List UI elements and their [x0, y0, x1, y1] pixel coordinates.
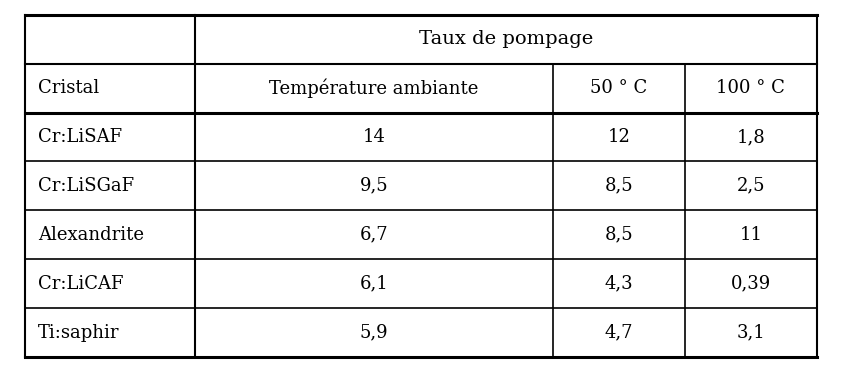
Text: Cristal: Cristal — [38, 79, 99, 97]
Text: 6,7: 6,7 — [360, 226, 388, 244]
Text: 11: 11 — [739, 226, 762, 244]
Text: 4,3: 4,3 — [605, 275, 633, 293]
Text: Alexandrite: Alexandrite — [38, 226, 144, 244]
Text: Cr:LiSGaF: Cr:LiSGaF — [38, 177, 134, 195]
Text: 12: 12 — [607, 128, 631, 146]
Text: 8,5: 8,5 — [605, 226, 633, 244]
Text: 4,7: 4,7 — [605, 323, 633, 342]
Text: Ti:saphir: Ti:saphir — [38, 323, 120, 342]
Text: Taux de pompage: Taux de pompage — [418, 30, 593, 48]
Text: 14: 14 — [362, 128, 386, 146]
Text: 5,9: 5,9 — [360, 323, 388, 342]
Text: 50 ° C: 50 ° C — [590, 79, 647, 97]
Text: Température ambiante: Température ambiante — [269, 78, 478, 98]
Text: Cr:LiCAF: Cr:LiCAF — [38, 275, 124, 293]
Text: 100 ° C: 100 ° C — [717, 79, 786, 97]
Text: Cr:LiSAF: Cr:LiSAF — [38, 128, 122, 146]
Text: 3,1: 3,1 — [737, 323, 765, 342]
Text: 6,1: 6,1 — [360, 275, 388, 293]
Text: 8,5: 8,5 — [605, 177, 633, 195]
Text: 1,8: 1,8 — [737, 128, 765, 146]
Text: 9,5: 9,5 — [360, 177, 388, 195]
Text: 0,39: 0,39 — [731, 275, 771, 293]
Text: 2,5: 2,5 — [737, 177, 765, 195]
